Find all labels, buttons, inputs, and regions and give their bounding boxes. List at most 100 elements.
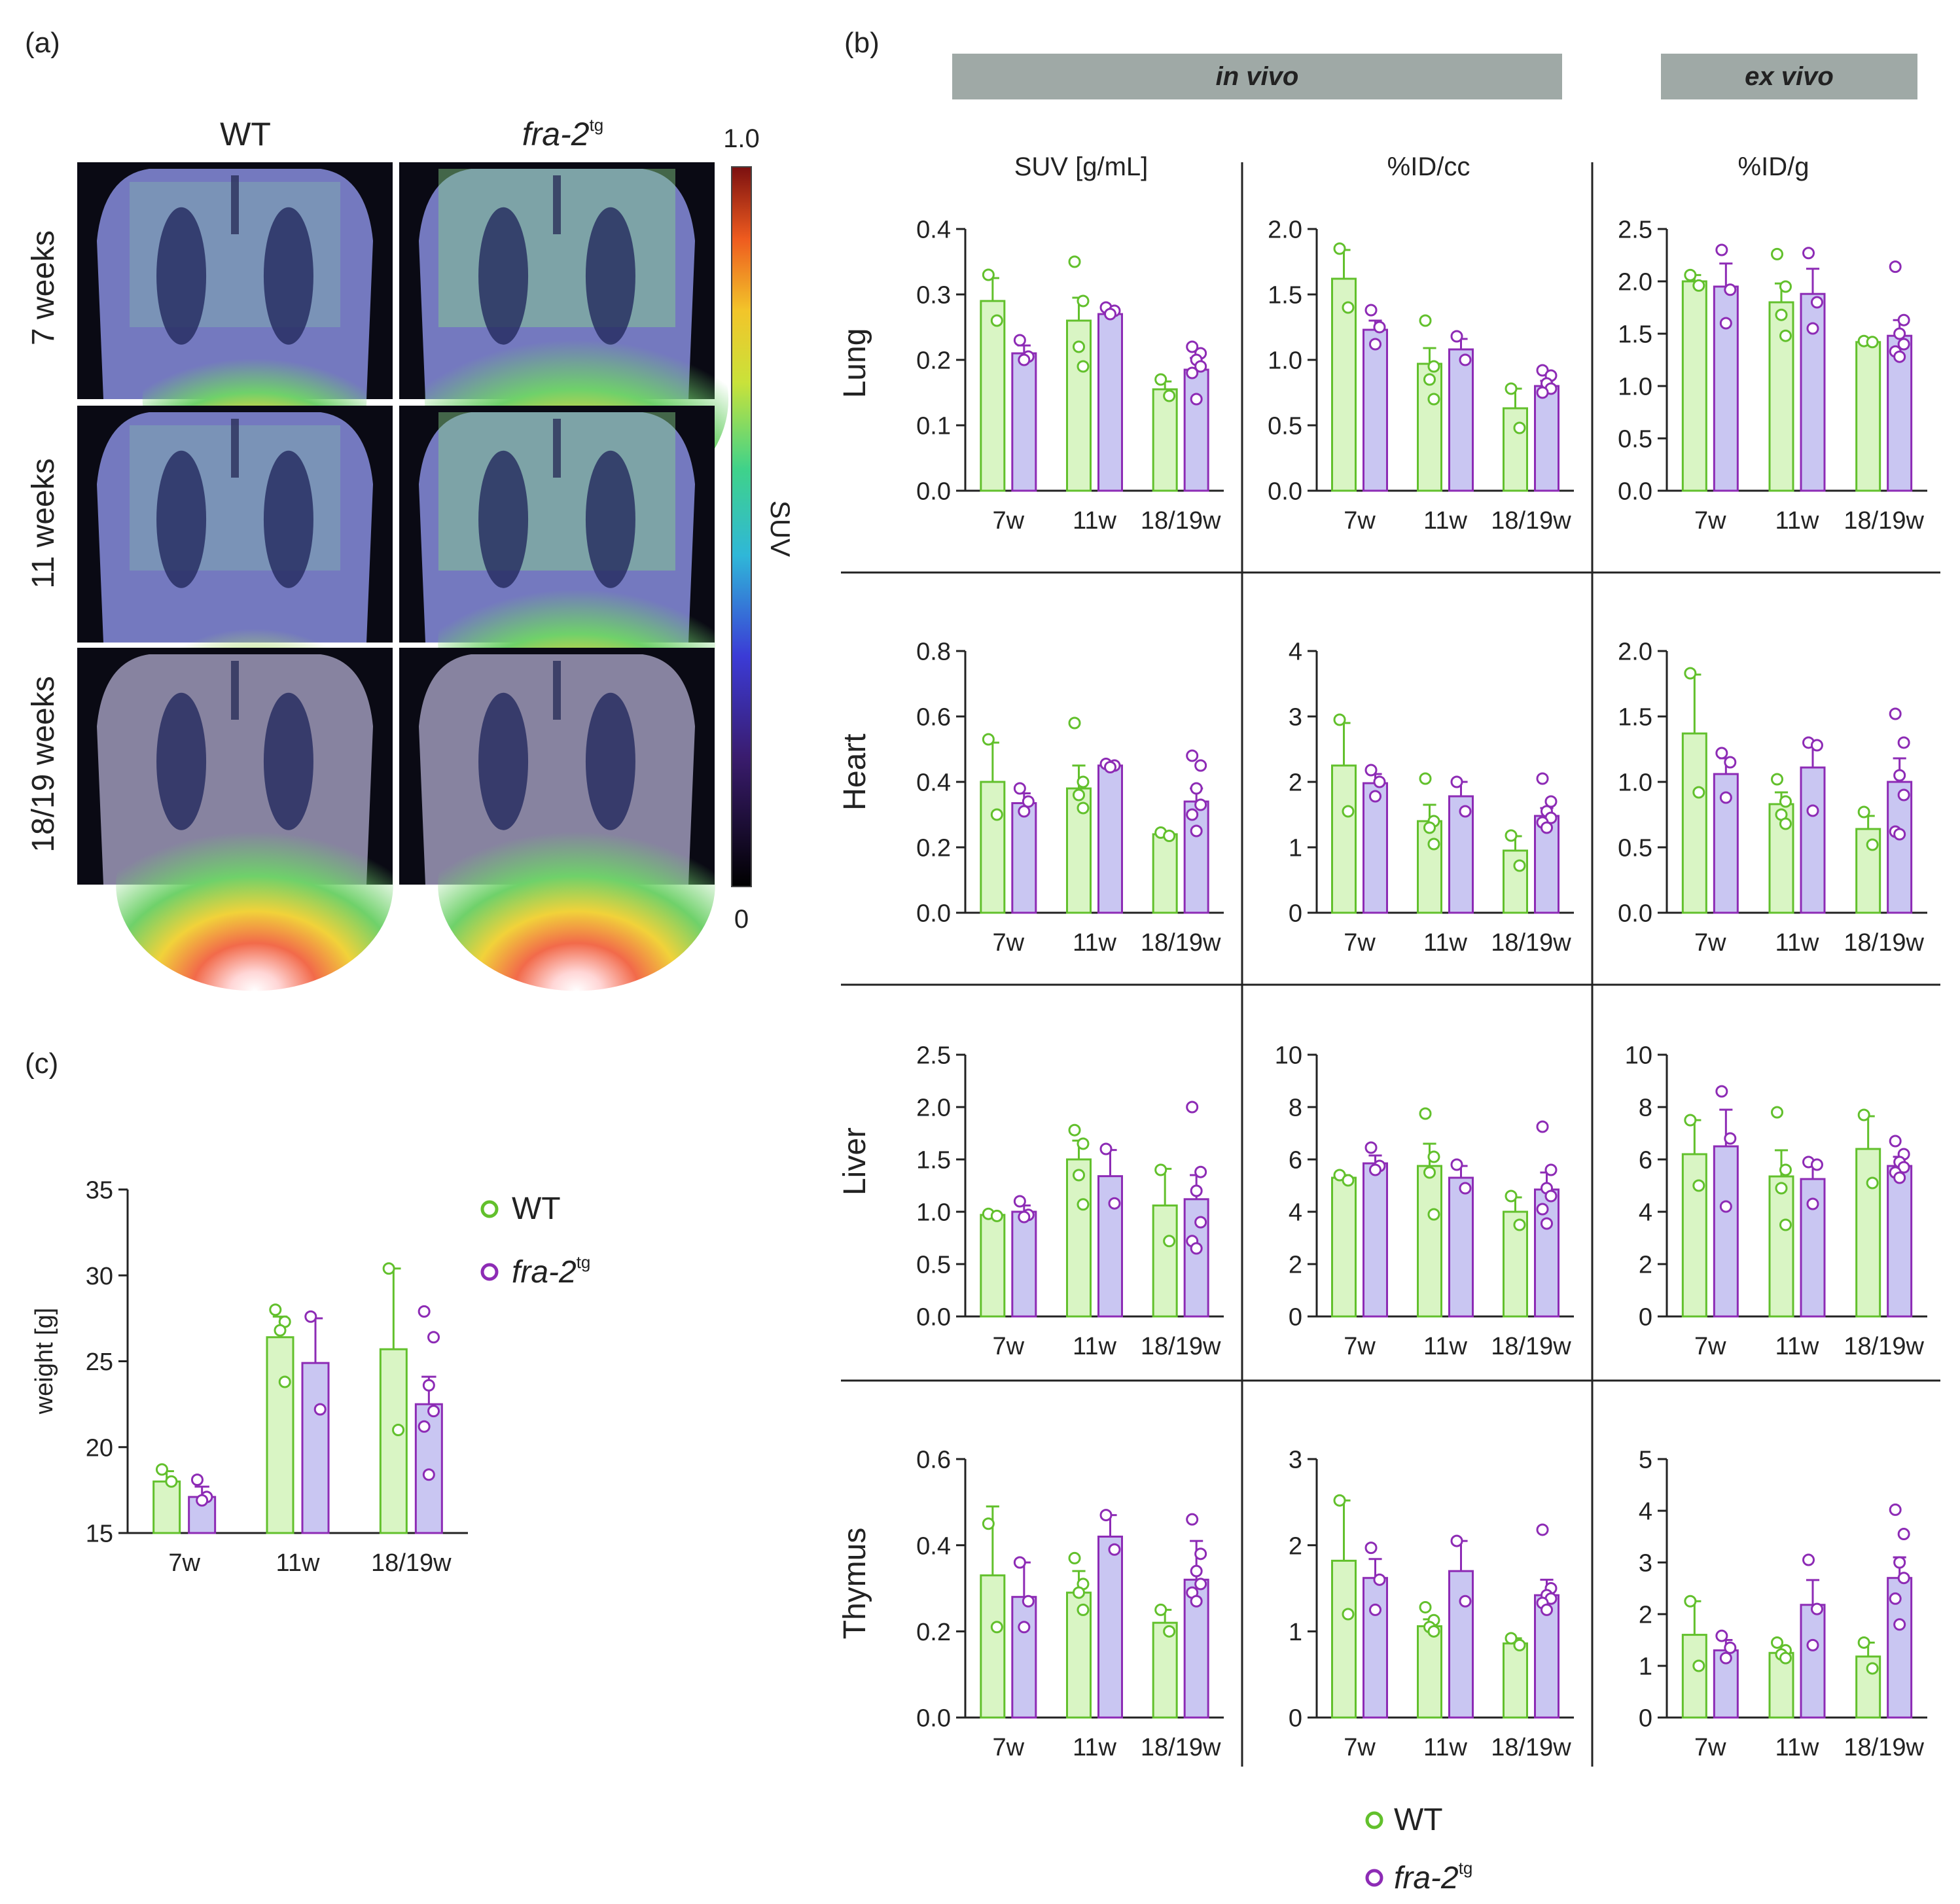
data-point (1513, 1218, 1526, 1231)
data-point (1077, 294, 1090, 308)
data-point (1423, 1166, 1436, 1179)
x-tick-label: 11w (1423, 1734, 1467, 1761)
data-point (1715, 747, 1728, 760)
row-title-lung: Lung (838, 328, 872, 398)
data-point (1692, 1659, 1705, 1672)
data-point (1190, 782, 1203, 795)
data-point (1022, 1595, 1035, 1608)
chart-lung-idcc: 0.0 0.5 1.0 1.5 2.0 7w 11w 18/19w (1268, 217, 1574, 535)
legend-b-tg-label: fra-2tg (1394, 1858, 1472, 1895)
row-label-11-weeks: 11 weeks (26, 458, 61, 588)
col-title-idcc: %ID/cc (1387, 152, 1470, 181)
data-point (1893, 327, 1906, 340)
y-tick-label: 0.4 (916, 1532, 951, 1560)
data-point (1536, 772, 1549, 785)
chart-lung-suv: 0.0 0.1 0.2 0.3 0.4 7w 11w 18/19w (916, 217, 1224, 535)
data-point (1077, 1137, 1090, 1150)
y-tick-label: 0.0 (1618, 900, 1652, 928)
bar-fra2tg-11w (301, 1362, 330, 1534)
y-tick-label: 0.5 (1268, 413, 1302, 440)
data-point (1810, 296, 1823, 309)
y-tick-label: 0.2 (916, 347, 951, 375)
data-point (1459, 805, 1472, 818)
data-point (155, 1463, 168, 1476)
y-tick-label: 30 (86, 1263, 113, 1290)
y-tick-label: 1.0 (1618, 374, 1652, 401)
data-point (1194, 360, 1207, 373)
data-point (1190, 1595, 1203, 1608)
y-tick-label: 8 (1289, 1095, 1302, 1122)
data-point (1857, 1636, 1870, 1649)
y-tick-label: 2.0 (1618, 639, 1652, 666)
panel-b: (b) in vivo ex vivo SUV [g/mL] %ID/cc %I… (838, 27, 1940, 1895)
data-point (269, 1303, 282, 1316)
data-point (1154, 1603, 1167, 1616)
data-point (1186, 1513, 1199, 1526)
data-point (1897, 313, 1910, 326)
y-tick-label: 4 (1639, 1498, 1652, 1526)
header-in-vivo: in vivo (1216, 62, 1299, 91)
data-point (1190, 824, 1203, 837)
data-point (1154, 1163, 1167, 1176)
bar-fra2tg-7w (1011, 352, 1037, 492)
x-tick-label: 18/19w (1844, 507, 1924, 535)
y-tick-label: 6 (1639, 1147, 1652, 1174)
data-point (1369, 790, 1381, 803)
data-point (274, 1324, 287, 1337)
data-point (982, 733, 995, 746)
y-tick-label: 2.0 (1268, 217, 1302, 244)
bar-fra2tg-18-19w (1183, 800, 1209, 914)
data-point (1866, 1176, 1879, 1190)
y-tick-label: 0 (1289, 1705, 1302, 1733)
data-point (1427, 1150, 1440, 1163)
bar-wt-18-19w (379, 1348, 408, 1534)
y-tick-label: 0.6 (916, 704, 951, 732)
data-point (1779, 280, 1792, 293)
data-point (1505, 1632, 1518, 1645)
bar-fra2tg-18-19w (1183, 368, 1209, 492)
data-point (1364, 304, 1378, 317)
y-tick-label: 0.2 (916, 1619, 951, 1646)
bar-fra2tg-7w (1363, 1162, 1388, 1318)
chart-lung-idg: 0.0 0.5 1.0 1.5 2.0 2.5 7w 11w 18/19w (1618, 217, 1927, 535)
data-point (1018, 1210, 1031, 1224)
data-point (1806, 322, 1819, 335)
data-point (1719, 1200, 1732, 1213)
legend-b-wt-marker (1365, 1811, 1383, 1829)
row-title-thymus: Thymus (838, 1528, 872, 1640)
data-point (1724, 283, 1737, 296)
bar-fra2tg-11w (1097, 313, 1123, 492)
data-point (1715, 243, 1728, 256)
bar-fra2tg-7w (1011, 802, 1037, 914)
bar-fra2tg-7w (1011, 1210, 1037, 1318)
bar-wt-7w (980, 1214, 1006, 1318)
y-tick-label: 2.0 (916, 1095, 951, 1122)
data-point (1427, 360, 1440, 373)
y-tick-label: 2 (1289, 1532, 1302, 1560)
data-point (1369, 1163, 1381, 1176)
y-tick-label: 2.0 (1618, 269, 1652, 296)
data-point (1333, 242, 1346, 255)
y-tick-label: 0.0 (1618, 478, 1652, 506)
data-point (1715, 1085, 1728, 1098)
y-axis-label: weight [g] (31, 1308, 58, 1415)
pet-scan-wt-18-19w (77, 648, 393, 991)
data-point (1541, 821, 1553, 834)
data-point (1779, 1218, 1792, 1231)
data-point (1513, 421, 1526, 434)
data-point (1186, 366, 1199, 379)
data-point (1771, 247, 1784, 260)
bar-wt-18-19w (1855, 1148, 1881, 1318)
y-tick-label: 1.0 (1618, 769, 1652, 797)
chart-liver-idcc: 0 2 4 6 8 10 7w 11w 18/19w (1275, 1042, 1574, 1360)
data-point (1163, 1235, 1176, 1248)
y-tick-label: 5 (1639, 1447, 1652, 1474)
bar-fra2tg-11w (1097, 764, 1123, 914)
x-tick-label: 7w (993, 1333, 1025, 1360)
data-point (1342, 301, 1355, 314)
y-tick-label: 4 (1639, 1199, 1652, 1227)
data-point (1536, 1203, 1549, 1216)
data-point (1806, 1197, 1819, 1210)
data-point (427, 1405, 440, 1418)
bar-wt-11w (266, 1336, 294, 1534)
